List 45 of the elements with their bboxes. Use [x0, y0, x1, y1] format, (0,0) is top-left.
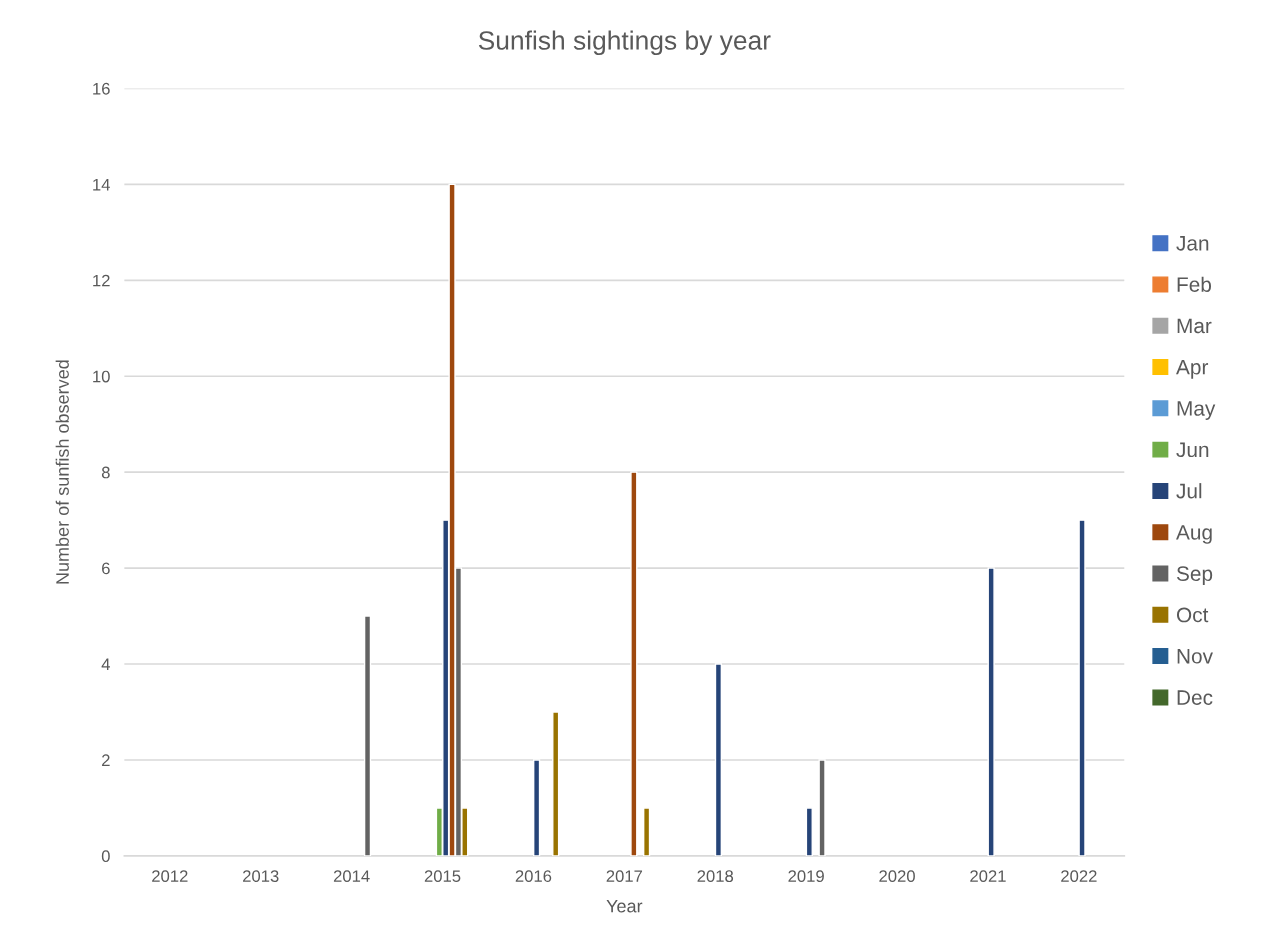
legend-label: Jun [1176, 442, 1209, 458]
legend-label: Apr [1176, 359, 1209, 379]
legend-label: Aug [1176, 525, 1212, 544]
x-tick-label: 2013 [243, 870, 279, 883]
legend-label: Mar [1177, 318, 1212, 334]
x-tick-label: 2015 [424, 870, 461, 883]
legend-label: Nov [1177, 649, 1213, 664]
y-tick-label: 0 [101, 850, 110, 863]
x-tick-label: 2012 [152, 870, 188, 883]
y-tick-label: 6 [102, 562, 110, 575]
legend-label: May [1177, 401, 1216, 420]
legend-label: Dec [1177, 690, 1213, 705]
legend-label: Feb [1177, 276, 1212, 292]
legend-label: Jul [1176, 483, 1202, 499]
x-tick-label: 2022 [1061, 870, 1097, 883]
x-axis-title: Year [606, 899, 643, 913]
bar [552, 711, 560, 856]
bar [818, 759, 826, 856]
x-tick-label: 2016 [515, 870, 552, 883]
y-tick-label: 10 [93, 370, 110, 383]
y-axis-title: Number of sunfish observed [55, 360, 69, 584]
bar [363, 615, 372, 856]
bar [987, 567, 995, 856]
x-tick-label: 2020 [879, 870, 915, 883]
y-tick-label: 4 [101, 658, 110, 671]
bar [630, 471, 638, 856]
bar [1078, 519, 1086, 856]
x-tick-label: 2021 [970, 870, 1006, 883]
y-tick-label: 14 [93, 178, 110, 191]
y-tick-label: 2 [102, 754, 110, 767]
x-tick-label: 2018 [697, 870, 734, 883]
chart-title: Sunfish sightings by year [478, 30, 771, 56]
y-tick-label: 12 [93, 274, 110, 287]
legend-label: Sep [1176, 566, 1213, 586]
bar [532, 759, 541, 856]
legend-label: Jan [1176, 236, 1209, 251]
bar [714, 663, 723, 856]
x-tick-label: 2014 [333, 870, 370, 883]
y-tick-label: 16 [93, 82, 110, 95]
y-tick-label: 8 [101, 466, 110, 479]
bar [642, 807, 651, 856]
bar [805, 807, 813, 856]
x-tick-label: 2017 [606, 870, 643, 883]
x-tick-label: 2019 [788, 870, 824, 883]
legend-label: Oct [1176, 607, 1209, 623]
